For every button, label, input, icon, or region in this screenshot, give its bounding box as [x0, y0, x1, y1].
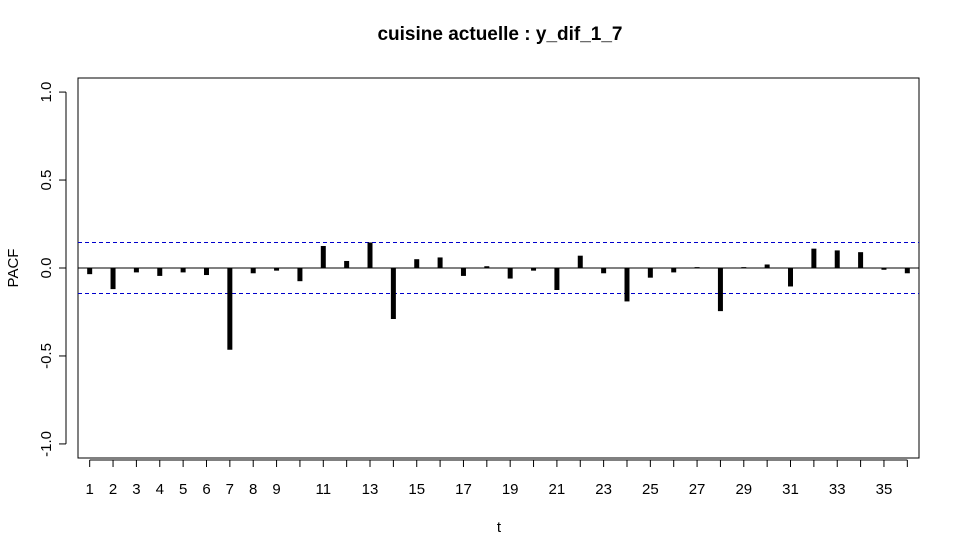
x-tick-label: 3	[132, 481, 140, 498]
x-tick-label: 35	[876, 481, 893, 498]
x-tick-label: 27	[689, 481, 706, 498]
x-tick-label: 13	[362, 481, 379, 498]
y-tick-label: -1.0	[38, 431, 55, 457]
x-tick-label: 7	[226, 481, 234, 498]
y-tick-label: 1.0	[38, 82, 55, 103]
x-axis-label: t	[497, 519, 502, 536]
x-tick-label: 6	[202, 481, 210, 498]
x-tick-label: 15	[408, 481, 425, 498]
x-tick-label: 17	[455, 481, 472, 498]
x-tick-label: 25	[642, 481, 659, 498]
x-tick-label: 29	[735, 481, 752, 498]
y-tick-label: 0.5	[38, 170, 55, 191]
x-tick-label: 4	[156, 481, 164, 498]
x-tick-label: 5	[179, 481, 187, 498]
x-tick-label: 1	[86, 481, 94, 498]
x-tick-label: 11	[316, 481, 332, 498]
x-axis: 1 2 3 4 5 6 7 8 9 11 13 15 17 19 21 23 25 27 29 31 33 35	[86, 459, 908, 498]
x-tick-label: 31	[782, 481, 799, 498]
x-tick-label: 21	[549, 481, 566, 498]
plot-area	[77, 77, 920, 459]
y-tick-label: -0.5	[38, 343, 55, 369]
bars	[87, 242, 910, 350]
chart-title: cuisine actuelle : y_dif_1_7	[377, 24, 622, 45]
x-tick-label: 23	[595, 481, 612, 498]
x-tick-label: 9	[272, 481, 280, 498]
y-axis-label: PACF	[5, 249, 22, 288]
x-tick-label: 33	[829, 481, 846, 498]
x-tick-label: 8	[249, 481, 257, 498]
x-tick-label: 2	[109, 481, 117, 498]
y-tick-label: 0.0	[38, 258, 55, 279]
y-axis: -1.0 -0.5 0.0 0.5 1.0	[38, 82, 67, 457]
x-tick-label: 19	[502, 481, 519, 498]
